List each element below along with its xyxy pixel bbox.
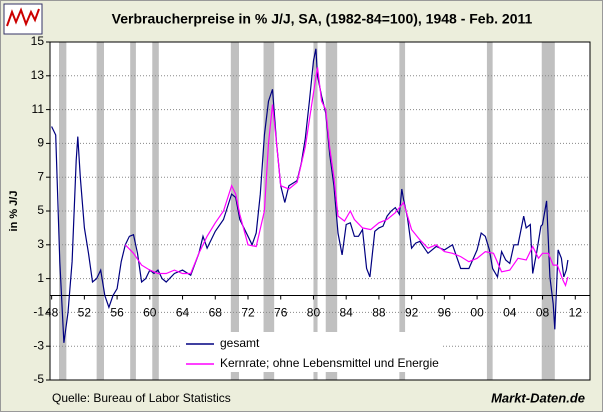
y-tick-label: 1 [37,271,44,285]
y-tick-label: 13 [31,68,45,82]
y-tick-label: -3 [33,338,44,352]
plot-frame [49,41,591,381]
x-tick-label: 08 [536,306,550,320]
y-tick-label: 15 [31,34,45,48]
legend-label: Kernrate; ohne Lebensmittel und Energie [220,356,439,370]
shaded-period [130,42,136,380]
y-tick-label: 5 [37,203,44,217]
y-tick-label: 9 [37,136,44,150]
shaded-period [313,42,318,380]
x-tick-label: 52 [78,306,92,320]
x-tick-label: 56 [110,306,124,320]
x-tick-label: 48 [45,306,59,320]
watermark: Markt-Daten.de [491,390,585,405]
x-tick-label: 60 [143,306,157,320]
x-tick-label: 00 [470,306,484,320]
x-tick-label: 92 [405,306,419,320]
source: Quelle: Bureau of Labor Statistics [52,391,231,405]
chart-title: Verbraucherpreise in % J/J, SA, (1982-84… [112,11,533,27]
legend-label: gesamt [220,336,260,350]
logo [3,3,43,35]
x-tick-label: 68 [209,306,223,320]
x-tick-label: 80 [307,306,321,320]
x-tick-label: 84 [340,306,354,320]
shaded-period [263,42,275,380]
x-tick-label: 76 [274,306,288,320]
shaded-period [230,42,239,380]
x-tick-label: 96 [438,306,452,320]
shaded-period [486,42,493,380]
series-line [124,67,569,288]
legend [180,332,442,372]
shaded-period [399,42,406,380]
y-tick-label: 3 [37,237,44,251]
x-tick-label: 88 [372,306,386,320]
x-tick-label: 04 [503,306,517,320]
y-tick-label: 7 [37,169,44,183]
y-tick-label: -1 [33,305,44,319]
x-tick-label: 64 [176,306,190,320]
x-tick-label: 12 [569,306,583,320]
shaded-period [325,42,338,380]
y-tick-label: 11 [32,102,45,116]
x-tick-label: 72 [241,306,255,320]
y-axis-label: in % J/J [8,191,20,232]
shaded-period [96,42,104,380]
y-tick-label: -5 [33,372,44,386]
